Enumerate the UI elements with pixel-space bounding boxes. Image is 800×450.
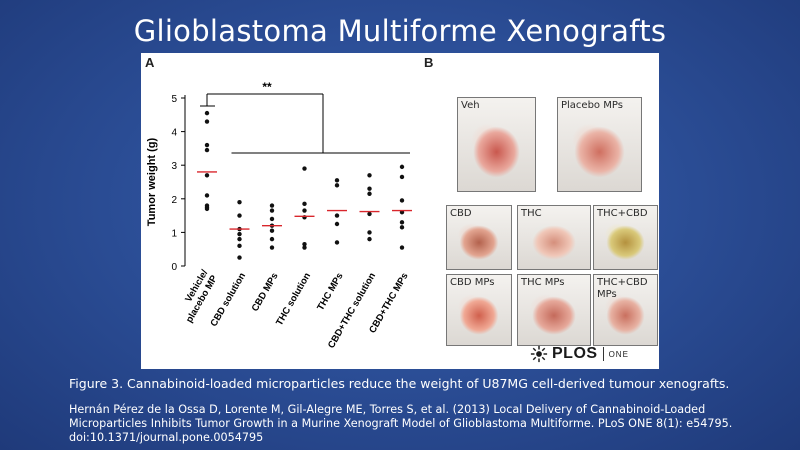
y-tick-label: 5 <box>171 94 177 105</box>
logo-divider <box>602 347 604 361</box>
data-point <box>302 166 307 171</box>
data-point <box>302 208 307 213</box>
y-tick-label: 4 <box>171 128 177 139</box>
data-point <box>204 206 210 212</box>
data-point <box>237 243 242 249</box>
data-point <box>302 241 307 247</box>
data-point <box>367 173 372 178</box>
tumor-photo: CBD MPs <box>446 274 512 346</box>
data-point <box>269 216 275 222</box>
data-point <box>399 220 405 225</box>
tumor-photo-label: CBD <box>450 208 472 219</box>
tumor-photo: Veh <box>457 97 536 192</box>
tumor-photo-label: Veh <box>461 100 480 111</box>
data-point <box>269 245 275 250</box>
tumor-photo-label: CBD MPs <box>450 277 495 288</box>
data-point <box>237 236 242 242</box>
data-point <box>399 225 405 230</box>
plos-journal-text: ONE <box>608 349 629 359</box>
data-point <box>367 191 372 196</box>
tumor-photo-label: THC+CBD MPs <box>597 277 648 300</box>
data-point <box>204 110 210 116</box>
data-point <box>237 231 242 237</box>
data-point <box>334 213 340 218</box>
tumor-photo-label: Placebo MPs <box>561 100 623 111</box>
tumor-photo: Placebo MPs <box>557 97 642 192</box>
tumor-photo: CBD <box>446 205 512 270</box>
tumor-photo: THC MPs <box>517 274 591 346</box>
data-point <box>302 201 307 207</box>
data-point <box>367 186 372 191</box>
plos-brand-text: PLOS <box>552 345 598 362</box>
category-label: THC solution <box>274 271 313 328</box>
tumor-photo: THC+CBD <box>593 205 658 270</box>
data-point <box>269 236 275 242</box>
data-point <box>269 208 275 213</box>
data-point <box>237 199 242 205</box>
data-point <box>367 211 372 217</box>
tumor-photo-label: THC+CBD <box>597 208 648 219</box>
data-point <box>399 245 405 250</box>
tumor-photo: THC+CBD MPs <box>593 274 658 346</box>
y-axis-title: Tumor weight (g) <box>146 137 158 226</box>
plos-mark-icon <box>530 345 548 363</box>
data-point <box>204 119 210 124</box>
category-label: THC MPs <box>315 271 345 313</box>
data-point <box>367 230 372 235</box>
y-tick-label: 0 <box>171 262 177 273</box>
data-point <box>204 142 210 148</box>
data-point <box>334 221 340 227</box>
category-label: CBD MPs <box>250 271 281 314</box>
data-point <box>399 164 405 170</box>
data-point <box>367 236 372 242</box>
y-tick-label: 3 <box>171 161 177 172</box>
panel-b-label: B <box>424 55 434 70</box>
plos-one-logo: PLOS ONE <box>530 344 629 364</box>
data-point <box>204 147 210 153</box>
data-point <box>302 245 307 250</box>
panel-a-label: A <box>145 55 155 70</box>
y-tick-label: 2 <box>171 195 177 206</box>
data-point <box>237 255 242 260</box>
tumor-photo-label: THC MPs <box>521 277 565 288</box>
data-point <box>334 178 340 183</box>
tumor-photo-label: THC <box>521 208 542 219</box>
data-point <box>269 203 275 208</box>
data-point <box>237 213 242 218</box>
data-point <box>399 198 405 203</box>
data-point <box>334 240 340 245</box>
figure-panel: A B 0 1 2 3 4 5 Tumor weight (g) ** Vehicle/plac… <box>141 53 659 369</box>
data-point <box>334 183 340 188</box>
citation-text: Hernán Pérez de la Ossa D, Lorente M, Gi… <box>69 403 733 444</box>
data-point <box>204 193 210 198</box>
figure-caption: Figure 3. Cannabinoid-loaded micropartic… <box>69 376 730 391</box>
y-tick-label: 1 <box>171 228 177 239</box>
data-point <box>269 228 275 233</box>
data-point <box>399 174 405 180</box>
tumor-photo: THC <box>517 205 591 270</box>
slide-title: Glioblastoma Multiforme Xenografts <box>133 14 667 48</box>
significance-label: ** <box>262 80 272 94</box>
data-point <box>204 173 210 178</box>
